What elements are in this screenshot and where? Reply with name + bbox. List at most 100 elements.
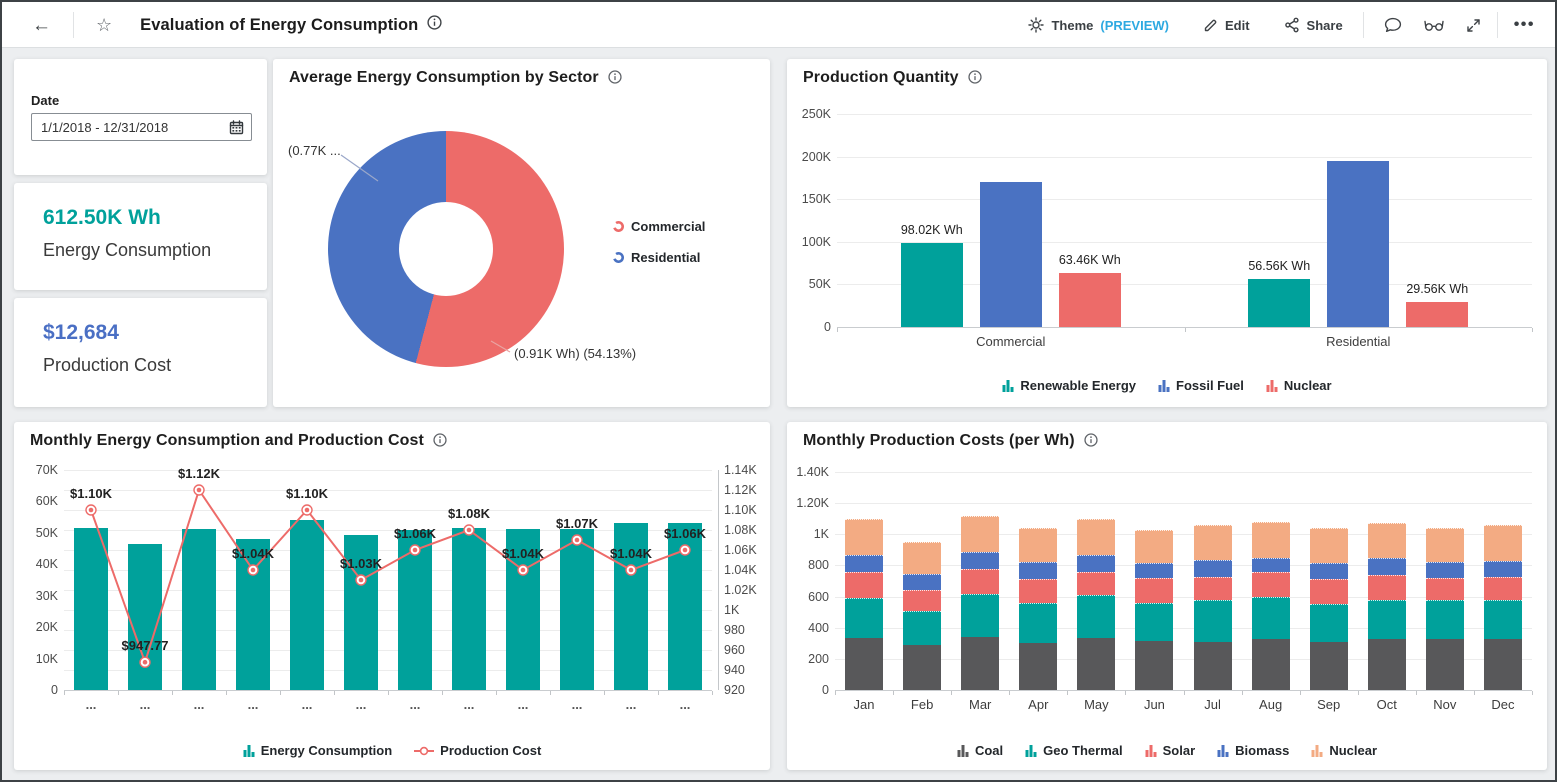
coal-segment-feb[interactable]: [903, 644, 942, 690]
coal-segment-jun[interactable]: [1135, 640, 1174, 690]
nuclear-segment-aug[interactable]: [1251, 521, 1290, 558]
geo-thermal-segment-jun[interactable]: [1135, 602, 1174, 641]
edit-button[interactable]: Edit: [1203, 18, 1250, 33]
renewable-energy-bar-commercial[interactable]: [900, 243, 963, 327]
production-cost-marker-1[interactable]: [85, 504, 97, 516]
energy-consumption-bar-1[interactable]: [74, 528, 108, 690]
solar-segment-nov[interactable]: [1425, 577, 1464, 601]
nuclear-segment-oct[interactable]: [1367, 523, 1406, 559]
biomass-segment-nov[interactable]: [1425, 562, 1464, 578]
nuclear-bar-commercial[interactable]: [1058, 272, 1121, 327]
biomass-segment-jan[interactable]: [845, 555, 884, 573]
production-cost-marker-6[interactable]: [355, 574, 367, 586]
chart-info-icon[interactable]: [608, 70, 622, 89]
legend-item-fossil-fuel[interactable]: Fossil Fuel: [1158, 378, 1244, 393]
nuclear-segment-jun[interactable]: [1135, 529, 1174, 564]
more-options-button[interactable]: •••: [1513, 16, 1535, 33]
date-range-input[interactable]: [32, 119, 229, 135]
chart-info-icon[interactable]: [968, 70, 982, 89]
nuclear-segment-jul[interactable]: [1193, 524, 1232, 560]
coal-segment-dec[interactable]: [1483, 639, 1522, 690]
energy-consumption-bar-3[interactable]: [182, 529, 216, 690]
solar-segment-jul[interactable]: [1193, 577, 1232, 600]
legend-item-nuclear[interactable]: Nuclear: [1311, 743, 1377, 758]
solar-segment-jun[interactable]: [1135, 577, 1174, 603]
coal-segment-aug[interactable]: [1251, 639, 1290, 690]
geo-thermal-segment-oct[interactable]: [1367, 599, 1406, 640]
solar-segment-dec[interactable]: [1483, 577, 1522, 600]
coal-segment-oct[interactable]: [1367, 639, 1406, 690]
geo-thermal-segment-dec[interactable]: [1483, 599, 1522, 640]
legend-item-residential[interactable]: Residential: [612, 250, 705, 265]
geo-thermal-segment-jan[interactable]: [845, 598, 884, 638]
solar-segment-sep[interactable]: [1309, 579, 1348, 605]
geo-thermal-segment-sep[interactable]: [1309, 604, 1348, 642]
energy-consumption-bar-4[interactable]: [236, 539, 270, 690]
geo-thermal-segment-aug[interactable]: [1251, 596, 1290, 640]
legend-item-renewable-energy[interactable]: Renewable Energy: [1002, 378, 1136, 393]
solar-segment-aug[interactable]: [1251, 572, 1290, 597]
nuclear-segment-nov[interactable]: [1425, 528, 1464, 563]
biomass-segment-apr[interactable]: [1019, 562, 1058, 579]
chart-info-icon[interactable]: [1084, 433, 1098, 452]
production-cost-marker-2[interactable]: [139, 656, 151, 668]
biomass-segment-feb[interactable]: [903, 573, 942, 590]
production-cost-marker-4[interactable]: [247, 564, 259, 576]
nuclear-segment-mar[interactable]: [961, 515, 1000, 553]
production-cost-marker-5[interactable]: [301, 504, 313, 516]
solar-segment-apr[interactable]: [1019, 578, 1058, 603]
production-cost-marker-8[interactable]: [463, 524, 475, 536]
coal-segment-sep[interactable]: [1309, 641, 1348, 690]
renewable-energy-bar-residential[interactable]: [1248, 278, 1311, 327]
nuclear-segment-may[interactable]: [1077, 518, 1116, 556]
energy-consumption-bar-5[interactable]: [290, 520, 324, 690]
geo-thermal-segment-nov[interactable]: [1425, 600, 1464, 640]
legend-item-production-cost[interactable]: Production Cost: [414, 743, 541, 758]
nuclear-segment-sep[interactable]: [1309, 528, 1348, 564]
geo-thermal-segment-apr[interactable]: [1019, 602, 1058, 643]
nuclear-segment-dec[interactable]: [1483, 524, 1522, 561]
solar-segment-mar[interactable]: [961, 569, 1000, 595]
solar-segment-feb[interactable]: [903, 589, 942, 611]
donut-chart[interactable]: [328, 131, 564, 367]
fossil-fuel-bar-commercial[interactable]: [979, 182, 1042, 327]
production-cost-marker-11[interactable]: [625, 564, 637, 576]
production-cost-marker-9[interactable]: [517, 564, 529, 576]
nuclear-segment-feb[interactable]: [903, 542, 942, 574]
solar-segment-jan[interactable]: [845, 572, 884, 599]
nuclear-segment-apr[interactable]: [1019, 528, 1058, 563]
share-button[interactable]: Share: [1284, 17, 1343, 33]
coal-segment-apr[interactable]: [1019, 642, 1058, 690]
biomass-segment-sep[interactable]: [1309, 563, 1348, 580]
production-cost-marker-3[interactable]: [193, 484, 205, 496]
legend-item-geo-thermal[interactable]: Geo Thermal: [1025, 743, 1123, 758]
theme-button[interactable]: Theme (PREVIEW): [1028, 17, 1169, 33]
solar-segment-may[interactable]: [1077, 571, 1116, 595]
biomass-segment-dec[interactable]: [1483, 560, 1522, 578]
favorite-star-icon[interactable]: ☆: [96, 15, 113, 35]
view-glasses-icon[interactable]: [1423, 18, 1444, 32]
legend-item-solar[interactable]: Solar: [1145, 743, 1195, 758]
biomass-segment-may[interactable]: [1077, 555, 1116, 572]
legend-item-biomass[interactable]: Biomass: [1217, 743, 1289, 758]
coal-segment-may[interactable]: [1077, 637, 1116, 690]
calendar-icon[interactable]: [229, 119, 244, 135]
comment-icon[interactable]: [1384, 17, 1402, 33]
solar-segment-oct[interactable]: [1367, 574, 1406, 600]
fossil-fuel-bar-residential[interactable]: [1327, 160, 1390, 327]
coal-segment-jul[interactable]: [1193, 641, 1232, 690]
biomass-segment-oct[interactable]: [1367, 558, 1406, 575]
production-cost-marker-10[interactable]: [571, 534, 583, 546]
legend-item-energy-consumption[interactable]: Energy Consumption: [243, 743, 392, 758]
coal-segment-jan[interactable]: [845, 637, 884, 690]
biomass-segment-jul[interactable]: [1193, 559, 1232, 578]
legend-item-commercial[interactable]: Commercial: [612, 219, 705, 234]
geo-thermal-segment-jul[interactable]: [1193, 599, 1232, 642]
chart-info-icon[interactable]: [433, 433, 447, 452]
energy-consumption-bar-10[interactable]: [560, 529, 594, 690]
production-cost-marker-12[interactable]: [679, 544, 691, 556]
nuclear-segment-jan[interactable]: [845, 518, 884, 556]
biomass-segment-mar[interactable]: [961, 552, 1000, 570]
energy-consumption-bar-6[interactable]: [344, 535, 378, 690]
nuclear-bar-residential[interactable]: [1406, 301, 1469, 327]
